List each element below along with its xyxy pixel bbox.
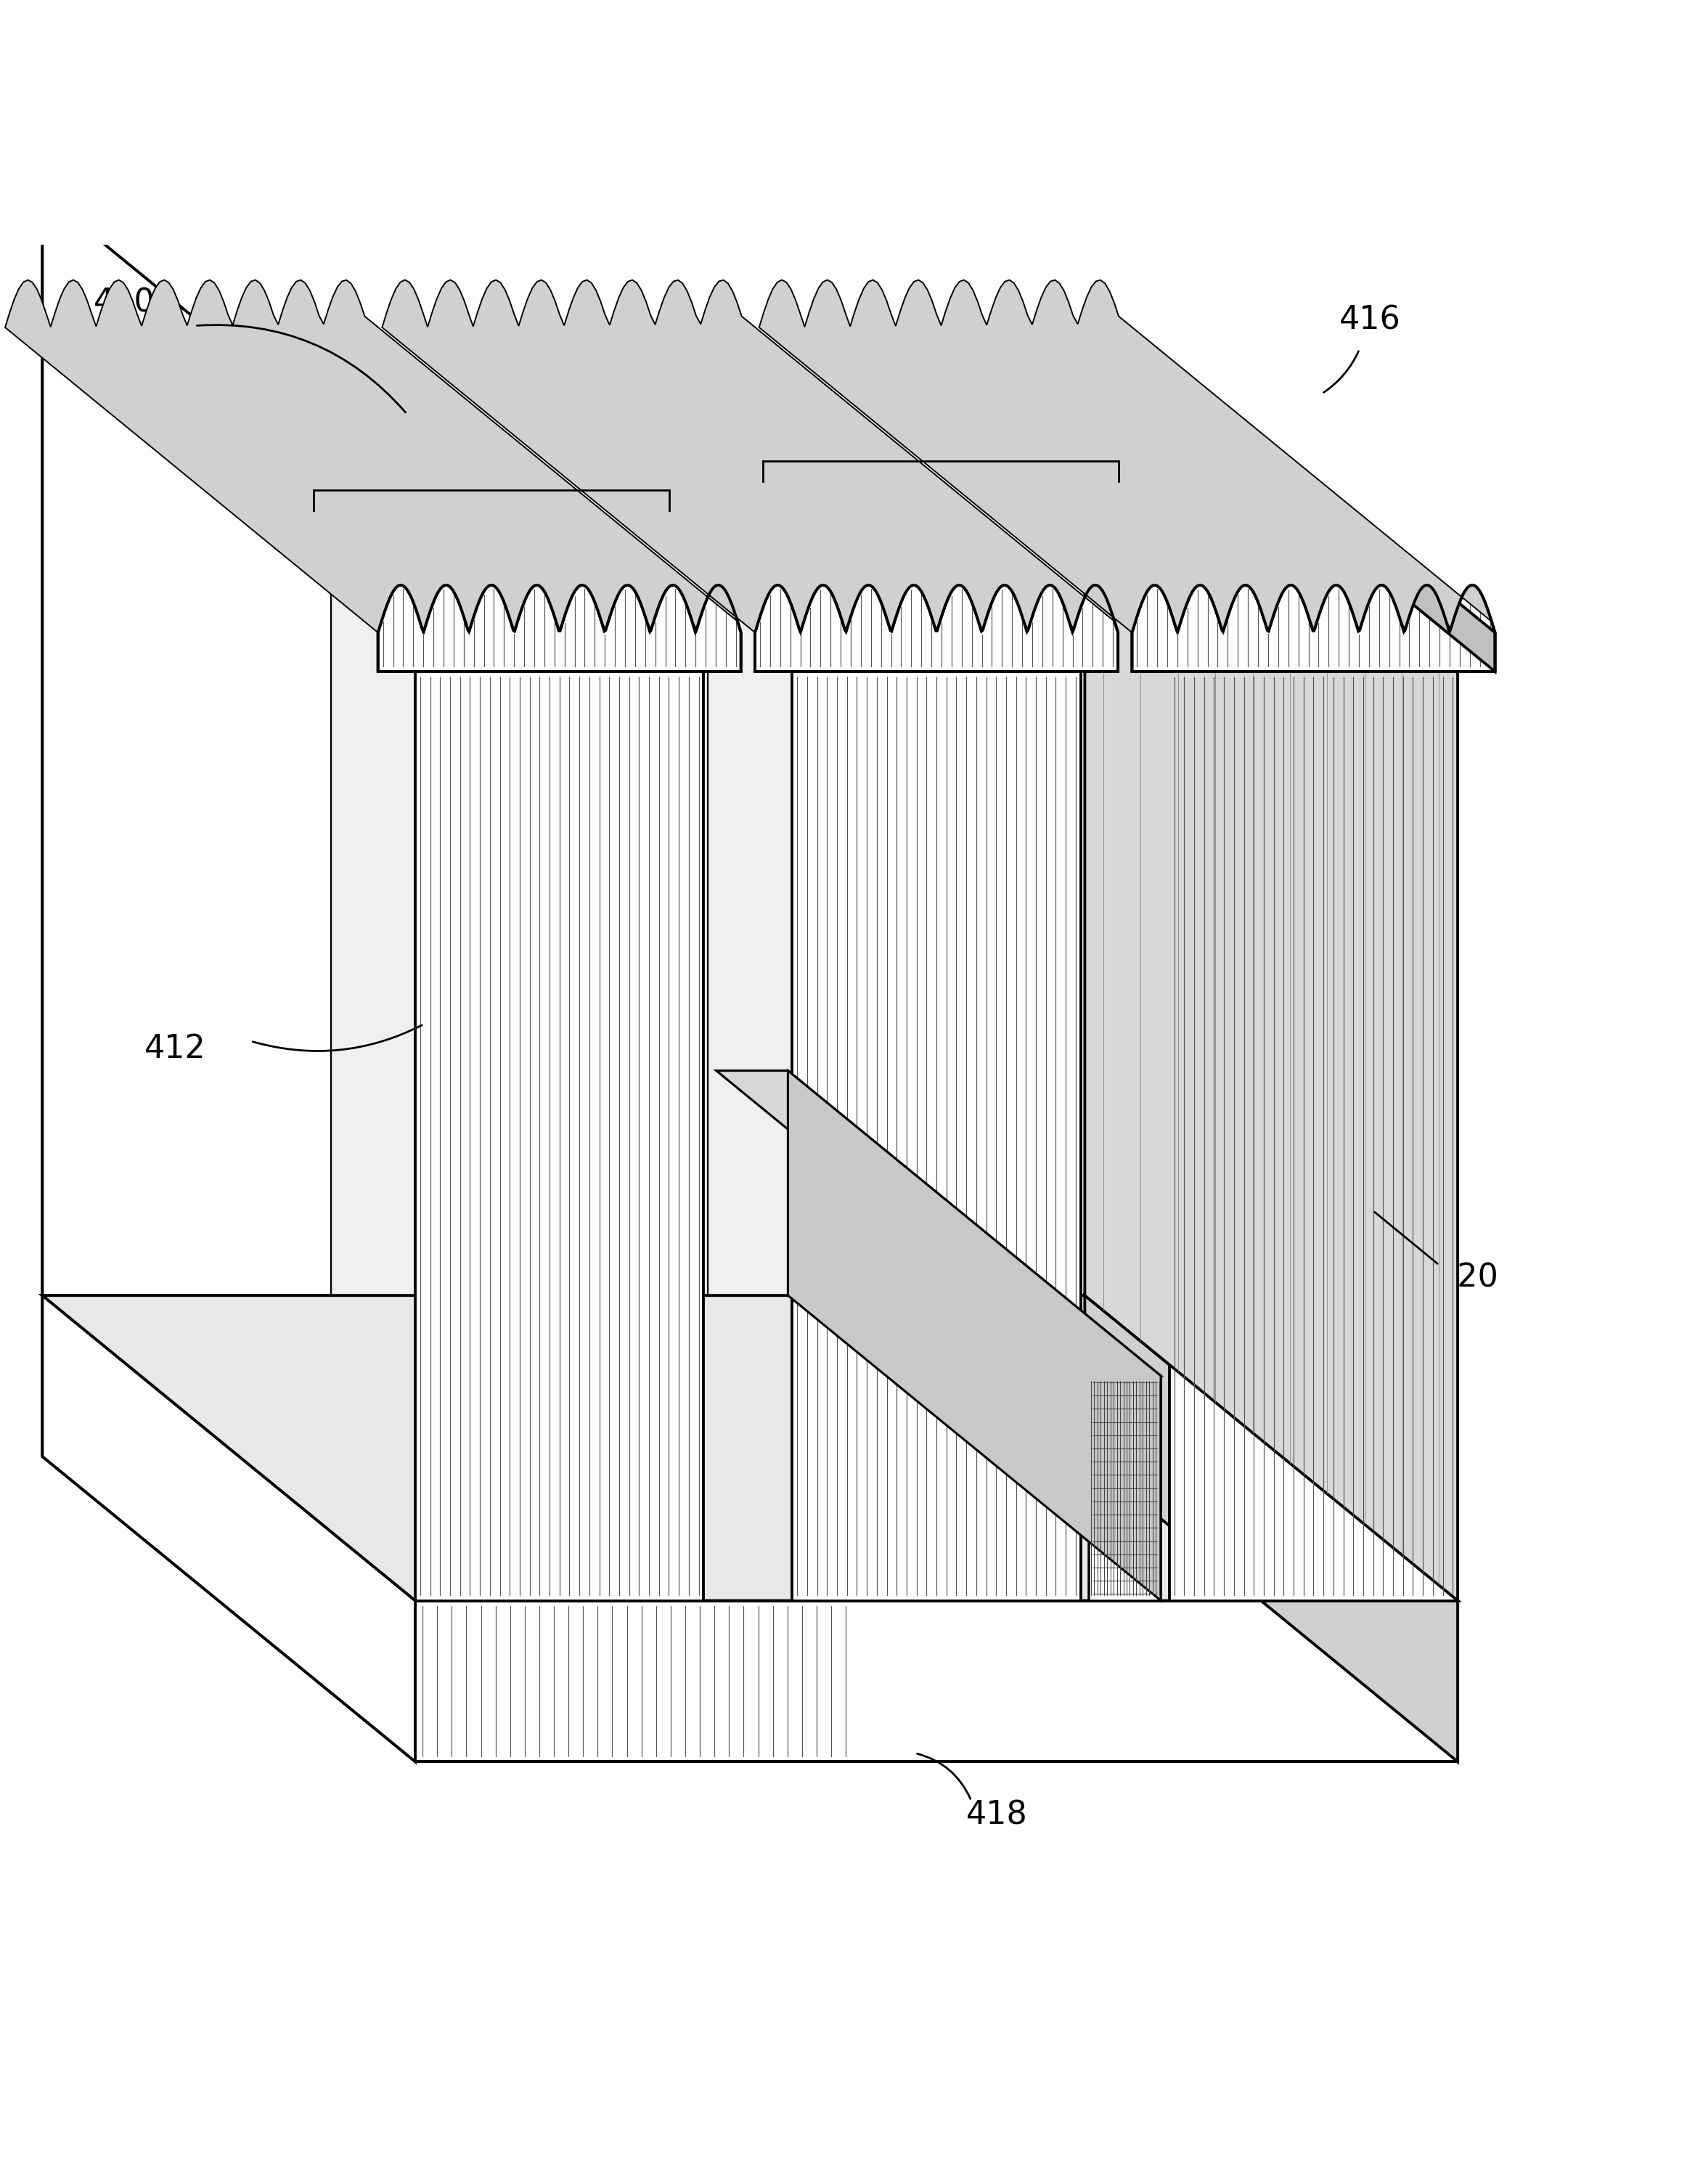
- FancyArrowPatch shape: [253, 1024, 422, 1051]
- Polygon shape: [709, 367, 797, 1295]
- Text: 414: 414: [746, 424, 807, 454]
- Polygon shape: [42, 194, 415, 1762]
- Polygon shape: [415, 670, 703, 1601]
- Polygon shape: [331, 367, 419, 1295]
- Polygon shape: [788, 1070, 1161, 1601]
- Text: 414: 414: [297, 454, 358, 485]
- Polygon shape: [42, 1295, 1458, 1601]
- Polygon shape: [1132, 585, 1495, 670]
- Text: 418: 418: [966, 1800, 1027, 1830]
- Polygon shape: [1090, 1376, 1161, 1601]
- Polygon shape: [1085, 1295, 1458, 1762]
- Polygon shape: [717, 1070, 1161, 1376]
- Polygon shape: [42, 1295, 1458, 1601]
- Text: 420: 420: [1437, 1262, 1498, 1293]
- Polygon shape: [5, 280, 737, 633]
- Polygon shape: [1085, 367, 1458, 1601]
- Polygon shape: [792, 670, 1081, 1601]
- Polygon shape: [754, 585, 1119, 670]
- Polygon shape: [378, 585, 741, 670]
- Text: 412: 412: [144, 1033, 205, 1064]
- Polygon shape: [42, 210, 415, 1762]
- Polygon shape: [1122, 328, 1495, 670]
- Polygon shape: [381, 280, 1115, 633]
- FancyArrowPatch shape: [1375, 1212, 1437, 1265]
- Polygon shape: [1085, 1295, 1458, 1762]
- FancyArrowPatch shape: [917, 1754, 971, 1800]
- Polygon shape: [759, 280, 1492, 633]
- Polygon shape: [1170, 670, 1458, 1601]
- Text: 410: 410: [93, 288, 154, 319]
- Polygon shape: [415, 1601, 1458, 1762]
- FancyArrowPatch shape: [197, 325, 405, 413]
- Text: 416: 416: [1339, 304, 1400, 336]
- FancyArrowPatch shape: [1324, 352, 1359, 393]
- Polygon shape: [415, 1601, 1458, 1762]
